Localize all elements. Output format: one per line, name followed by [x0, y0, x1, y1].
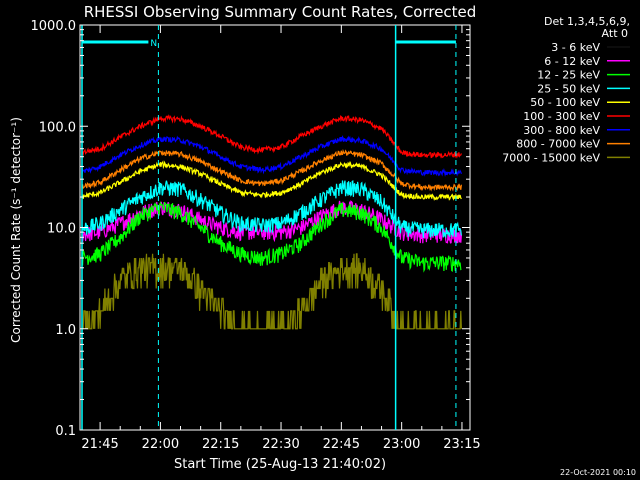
- x-tick-label: 21:45: [81, 437, 118, 452]
- series-layer: [81, 114, 462, 330]
- series-line: [81, 180, 462, 239]
- legend-label: 3 - 6 keV: [551, 41, 600, 54]
- legend-label: 25 - 50 keV: [537, 82, 600, 95]
- legend-title: Det 1,3,4,5,6,9,: [544, 15, 630, 28]
- footer-timestamp: 22-Oct-2021 00:10: [560, 468, 636, 477]
- series-line: [81, 210, 462, 312]
- series-line: [82, 253, 462, 330]
- y-tick-label: 10.0: [47, 222, 76, 237]
- series-line: [81, 201, 462, 273]
- x-axis-label: Start Time (25-Aug-13 21:40:02): [174, 457, 386, 472]
- y-tick-label: 1000.0: [31, 19, 77, 34]
- chart-title: RHESSI Observing Summary Count Rates, Co…: [84, 3, 477, 21]
- x-tick-label: 22:45: [323, 437, 360, 452]
- series-line: [81, 148, 462, 192]
- legend-label: 12 - 25 keV: [537, 69, 600, 82]
- legend-label: 800 - 7000 keV: [516, 138, 600, 151]
- x-tick-label: 23:00: [383, 437, 420, 452]
- y-axis-label: Corrected Count Rate (s⁻¹ detector⁻¹): [9, 117, 23, 343]
- legend-label: 100 - 300 keV: [523, 110, 600, 123]
- y-tick-label: 1.0: [55, 323, 76, 338]
- y-tick-label: 100.0: [39, 120, 76, 135]
- legend-label: 7000 - 15000 keV: [502, 151, 600, 164]
- legend-label: 6 - 12 keV: [544, 55, 600, 68]
- legend-label: 300 - 800 keV: [523, 124, 600, 137]
- series-line: [81, 200, 462, 244]
- x-tick-label: 22:00: [142, 437, 179, 452]
- legend-label: 50 - 100 keV: [530, 96, 600, 109]
- series-line: [81, 160, 462, 202]
- series-line: [81, 135, 462, 177]
- x-tick-label: 22:30: [262, 437, 299, 452]
- x-tick-label: 23:15: [443, 437, 480, 452]
- x-tick-label: 22:15: [202, 437, 239, 452]
- legend-title: Att 0: [602, 27, 628, 40]
- marker-top-label: N: [150, 39, 157, 49]
- series-line: [81, 114, 462, 159]
- y-tick-label: 0.1: [55, 424, 76, 439]
- axis-layer: 0.1 1.0 10.0 100.0 1000.0 21:45 22:00 22:15 22:3…: [31, 19, 481, 452]
